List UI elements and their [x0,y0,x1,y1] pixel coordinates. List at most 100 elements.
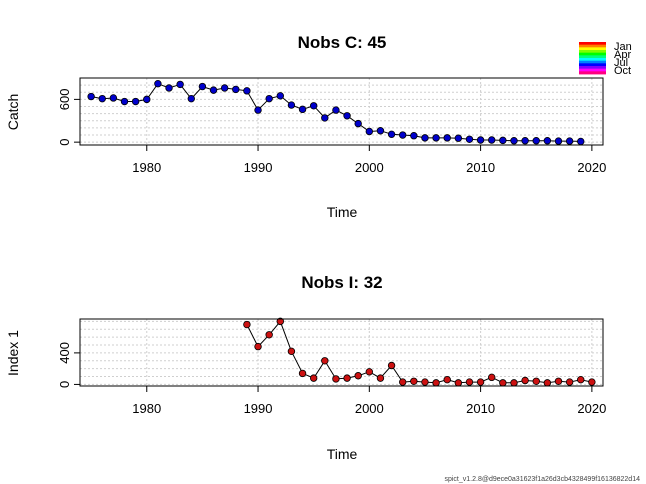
x-tick-label: 2010 [466,160,495,175]
data-point [510,379,518,387]
data-point [432,379,440,387]
x-axis-label: Time [327,446,358,462]
data-point [143,95,151,104]
data-point [421,134,429,142]
data-point [421,378,429,386]
x-tick-label: 2000 [355,160,384,175]
y-tick-label: 600 [57,89,72,111]
y-tick-label: 0 [57,381,72,388]
data-point [220,84,229,92]
data-point [532,377,540,385]
legend-color-band [579,47,606,51]
data-point [321,357,329,365]
data-point [376,374,385,382]
x-tick-label: 2020 [577,160,606,175]
legend-color-band [579,55,606,59]
data-point [354,119,362,128]
data-point [276,317,284,326]
data-point [476,136,485,144]
data-point [276,92,284,100]
data-point [298,369,307,378]
data-point [532,137,540,145]
x-tick-label: 2010 [466,401,495,416]
legend-color-band [579,44,606,48]
data-point [209,86,218,94]
data-point [565,137,574,145]
data-point [365,127,374,136]
catch-panel: Nobs C: 45 0 600 1980 1990 2000 2010 2020 Tim… [5,33,606,220]
plot-frame [79,77,604,146]
x-tick-label: 1990 [244,160,273,175]
data-point [254,106,262,114]
data-point [332,106,340,114]
y-axis-label: Index 1 [5,330,21,376]
data-point [499,136,507,145]
legend-label-oct: Oct [614,65,631,77]
data-point [577,375,585,384]
data-point [565,378,574,386]
data-point [309,374,318,382]
data-point [554,377,563,385]
legend-color-band [579,71,606,75]
data-point [131,97,140,106]
data-point [376,127,385,135]
data-point [543,137,552,145]
data-point [577,137,585,146]
data-point [232,85,240,94]
data-point [198,82,207,91]
x-tick-label: 1990 [244,401,273,416]
data-point [476,378,485,386]
data-point [488,136,496,144]
data-point [332,375,340,383]
plot-frame [79,318,604,387]
y-tick-label: 400 [57,342,72,364]
data-point [287,347,296,356]
data-point [87,92,95,101]
data-point [432,134,440,142]
x-axis-label: Time [327,204,358,220]
data-point [443,375,451,384]
data-point [454,134,463,142]
data-point [243,320,251,329]
legend-color-band [579,50,606,54]
data-point [465,135,474,143]
data-point [265,94,273,103]
series-line [246,320,593,384]
data-point [298,105,307,114]
data-point [510,137,518,145]
chart-title: Nobs I: 32 [301,273,382,292]
data-point [243,87,251,95]
data-point [410,377,418,385]
data-point [387,130,396,139]
data-point [499,379,507,387]
legend-color-band [579,58,606,62]
y-axis-label: Catch [5,94,21,131]
grid [80,319,603,386]
data-point [98,94,106,103]
data-point [521,376,529,385]
data-point [399,378,407,386]
data-point [354,372,362,380]
data-point [443,134,451,142]
data-point [554,137,563,145]
legend-color-band [579,42,606,46]
data-point [265,331,273,339]
legend-label-jul: Jul [614,57,628,69]
data-point [387,361,396,370]
data-point [343,374,351,382]
legend-color-band [579,60,606,64]
chart-title: Nobs C: 45 [298,33,387,52]
data-point [365,368,374,376]
data-point [521,137,529,145]
data-point [543,379,552,387]
month-color-legend: Jan Apr Jul Oct [579,41,632,77]
data-point [254,342,262,351]
data-point [454,379,463,387]
x-tick-label: 1980 [132,160,161,175]
legend-color-band [579,68,606,72]
data-point [488,373,496,382]
data-point [154,80,162,88]
data-point [176,80,184,89]
grid [80,77,603,145]
